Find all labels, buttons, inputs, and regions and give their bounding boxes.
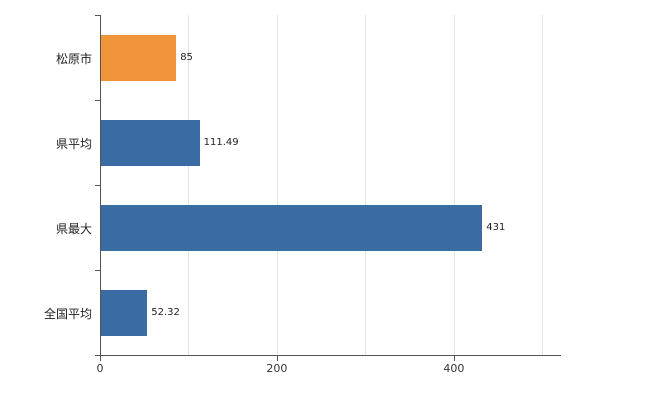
bar-1 xyxy=(101,119,200,166)
bar-value-label: 85 xyxy=(180,51,193,63)
category-label: 松原市 xyxy=(55,51,92,66)
y-axis-tick xyxy=(95,270,100,271)
gridline xyxy=(188,15,190,355)
y-axis-line xyxy=(100,15,101,356)
category-label: 県平均 xyxy=(55,136,92,151)
x-tick-label: 400 xyxy=(443,362,465,375)
bar-value-label: 52.32 xyxy=(151,306,180,318)
gridline xyxy=(276,15,278,355)
gridline xyxy=(365,15,367,355)
x-axis-tick xyxy=(276,356,278,361)
y-axis-tick xyxy=(95,15,100,16)
x-tick-label: 0 xyxy=(96,362,104,375)
y-axis-tick xyxy=(95,185,100,186)
gridline xyxy=(542,15,544,355)
category-label: 県最大 xyxy=(55,221,92,236)
x-axis-line xyxy=(100,355,561,356)
bar-value-label: 111.49 xyxy=(203,136,239,148)
y-axis-tick xyxy=(95,355,100,356)
bar-value-label: 431 xyxy=(486,221,506,233)
gridline xyxy=(453,15,455,355)
y-axis-tick xyxy=(95,100,100,101)
x-tick-label: 200 xyxy=(266,362,288,375)
x-axis-tick xyxy=(100,356,101,361)
plot-area: 85 111.49 431 52.32 xyxy=(95,15,561,361)
bar-0 xyxy=(101,34,177,81)
x-axis-tick xyxy=(453,356,455,361)
category-label: 全国平均 xyxy=(43,306,92,321)
bar-2 xyxy=(101,204,483,251)
bar-3 xyxy=(101,289,148,336)
